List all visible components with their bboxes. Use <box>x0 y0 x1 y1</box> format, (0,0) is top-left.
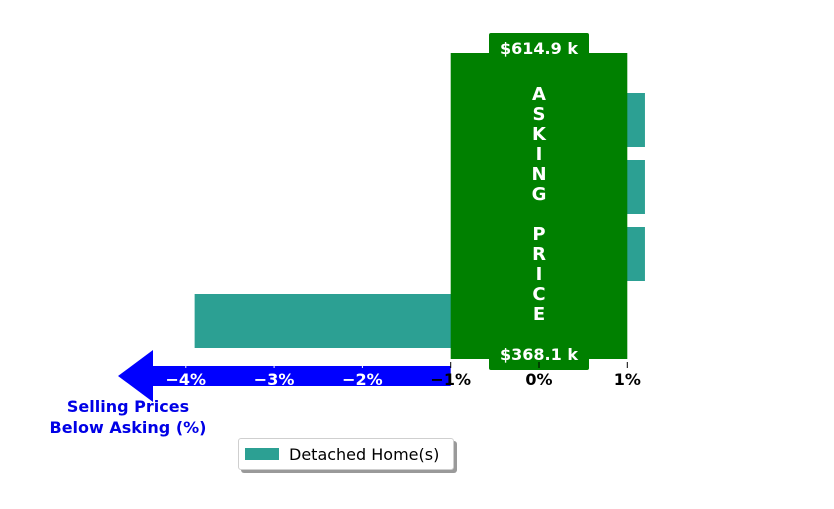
asking-price-letter: G <box>532 184 547 205</box>
below-asking-line-2: Below Asking (%) <box>49 418 207 437</box>
below-asking-label: Selling Prices Below Asking (%) <box>28 396 228 438</box>
asking-price-letter: R <box>532 244 546 265</box>
x-tick-label: −3% <box>254 370 295 389</box>
x-tick-label: 0% <box>525 370 552 389</box>
bottom-price-box <box>489 342 589 370</box>
asking-price-band <box>450 53 628 359</box>
legend-label: Detached Home(s) <box>289 444 440 464</box>
top-price-value: $614.9 k <box>500 39 578 58</box>
below-asking-line-1: Selling Prices <box>66 397 190 416</box>
top-price-box <box>489 33 589 61</box>
legend: Detached Home(s) <box>238 438 454 470</box>
x-tick-label: −4% <box>166 370 207 389</box>
asking-price-letter: C <box>532 284 545 305</box>
x-tick-label: −1% <box>430 370 471 389</box>
x-tick-label: −2% <box>342 370 383 389</box>
asking-price-letter: S <box>533 104 546 125</box>
legend-swatch <box>245 448 279 460</box>
asking-price-letter: I <box>536 144 543 165</box>
asking-price-letter: N <box>531 164 546 185</box>
asking-price-letter: I <box>536 264 543 285</box>
below-asking-arrow <box>118 350 451 402</box>
asking-price-letter: K <box>532 124 547 145</box>
x-axis: −4% −3% −2% −1% 0% 1% <box>166 362 641 389</box>
bottom-price-value: $368.1 k <box>500 345 578 364</box>
x-tick-label: 1% <box>614 370 641 389</box>
asking-price-letter: A <box>532 84 546 105</box>
asking-price-letter: E <box>533 304 545 325</box>
asking-price-letter: P <box>532 224 545 245</box>
